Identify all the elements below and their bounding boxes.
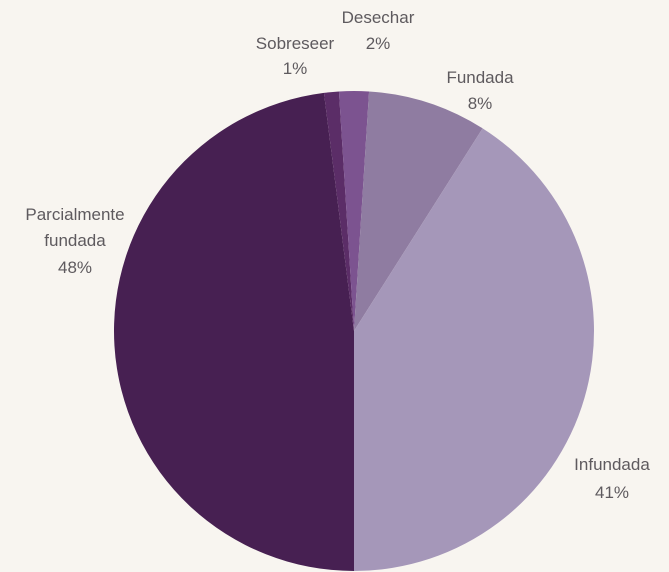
pie-slice	[354, 128, 595, 571]
slice-label: Parcialmente fundada	[25, 205, 125, 250]
pie-slice	[354, 91, 483, 331]
slice-value-label: 41%	[594, 483, 630, 502]
slice-value-label: 1%	[282, 59, 308, 78]
pie-slice	[323, 91, 354, 331]
slice-label: Fundada	[446, 68, 514, 87]
slice-label: Sobreseer	[255, 34, 335, 53]
pie-slice	[338, 91, 370, 331]
slice-label: Desechar	[341, 8, 415, 27]
slice-value-label: 2%	[365, 34, 391, 53]
pie-slice	[113, 92, 354, 572]
slice-value-label: 8%	[467, 94, 493, 113]
slice-value-label: 48%	[57, 258, 93, 277]
slice-label: Infundada	[574, 455, 650, 474]
